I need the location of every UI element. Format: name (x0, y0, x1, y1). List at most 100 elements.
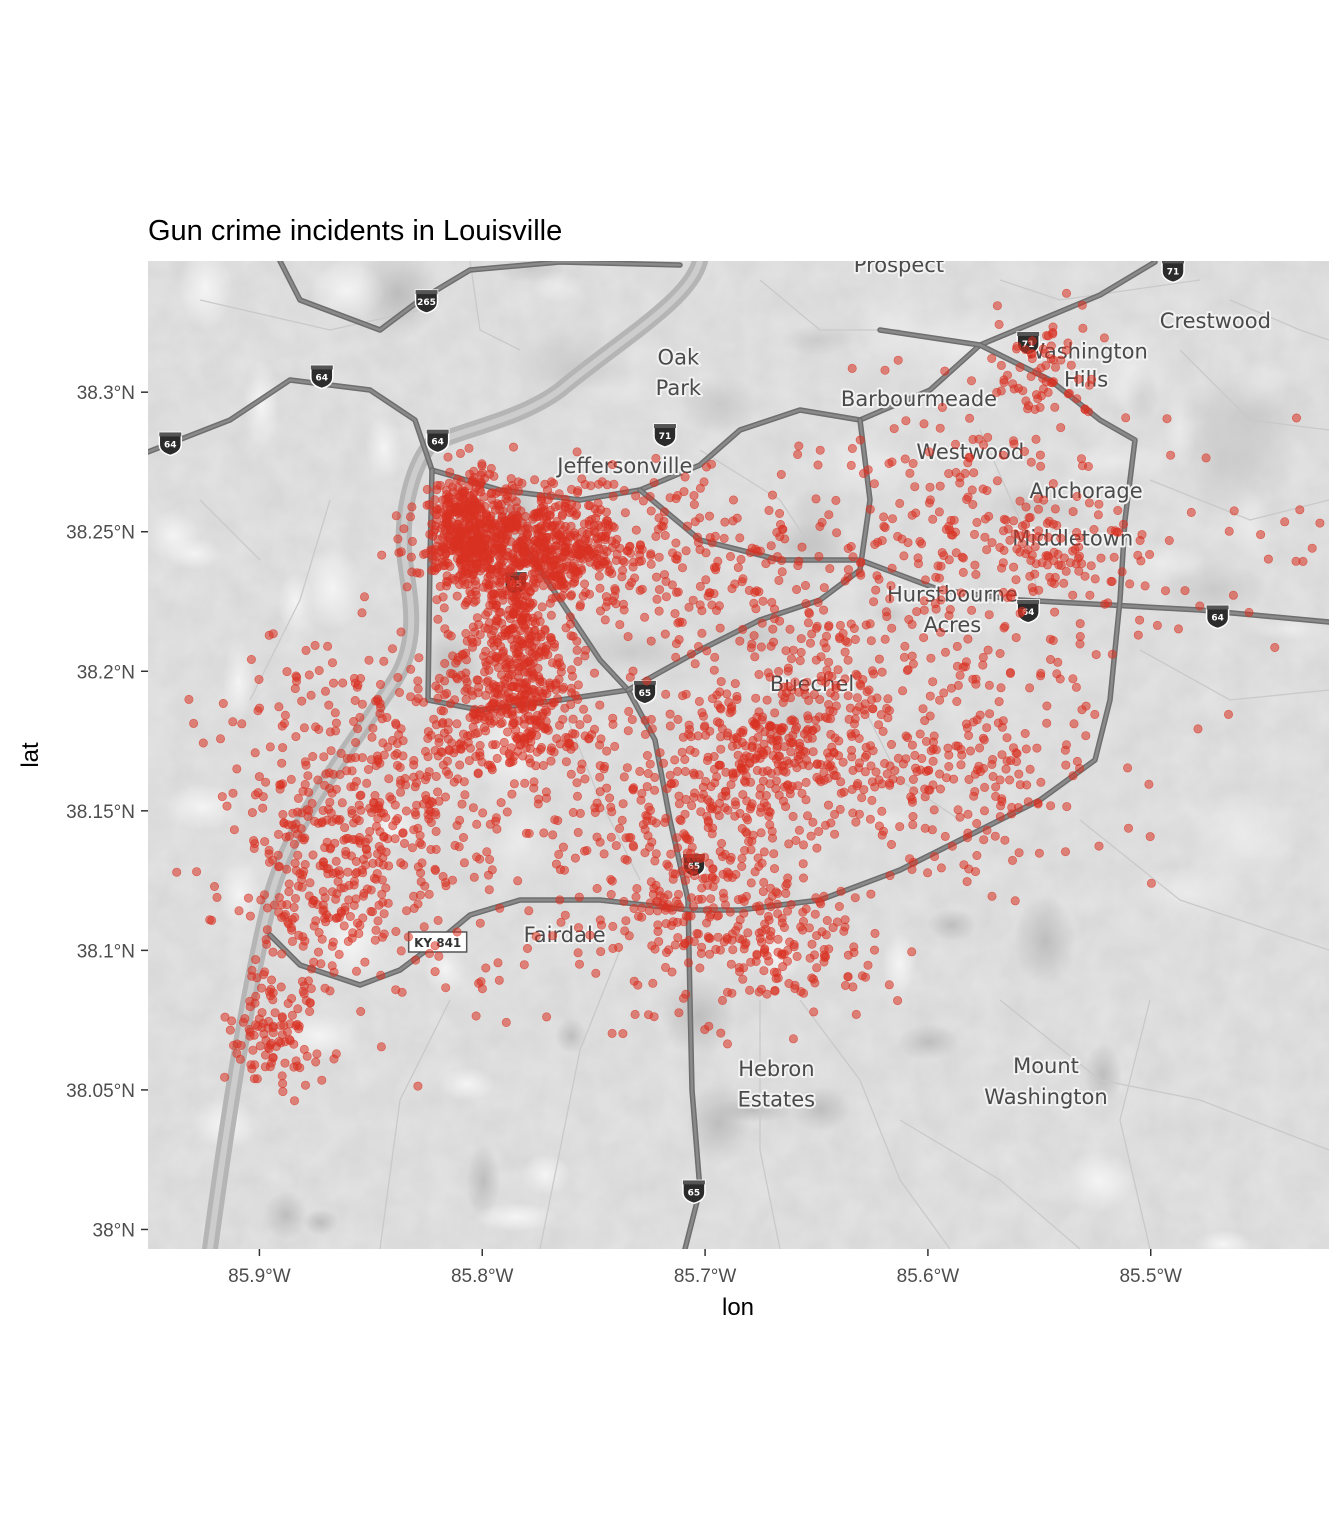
incident-point (316, 959, 326, 969)
incident-point (442, 576, 452, 586)
incident-point (843, 950, 853, 960)
terrain-relief (302, 545, 363, 632)
incident-point (289, 902, 299, 912)
incident-point (696, 948, 706, 958)
incident-point (416, 877, 426, 887)
incident-point (445, 699, 455, 709)
incident-point (443, 517, 453, 527)
incident-point (1339, 569, 1344, 577)
incident-point (667, 580, 677, 590)
incident-point (303, 771, 313, 781)
incident-point (1030, 404, 1040, 414)
incident-point (453, 652, 463, 662)
incident-point (462, 524, 472, 534)
incident-point (371, 821, 381, 831)
incident-point (1050, 402, 1060, 412)
y-tick-label: 38.25°N (66, 523, 135, 544)
incident-point (595, 761, 605, 771)
incident-point (431, 720, 441, 730)
incident-point (362, 778, 372, 788)
incident-point (236, 1040, 246, 1050)
incident-point (430, 746, 440, 756)
incident-point (675, 902, 685, 912)
incident-point (786, 899, 796, 909)
incident-point (682, 521, 692, 531)
incident-point (619, 485, 629, 495)
incident-point (730, 797, 740, 807)
incident-point (860, 972, 870, 982)
incident-point (460, 509, 470, 519)
incident-point (1050, 607, 1060, 617)
incident-point (936, 561, 946, 571)
incident-point (433, 693, 443, 703)
incident-point (556, 667, 566, 677)
incident-point (1094, 841, 1104, 851)
incident-point (397, 987, 407, 997)
incident-point (1056, 533, 1066, 543)
incident-point (290, 824, 300, 834)
incident-point (363, 764, 373, 774)
incident-point (373, 814, 383, 824)
incident-point (746, 845, 756, 855)
incident-point (1292, 413, 1302, 423)
incident-point (509, 779, 519, 789)
incident-point (529, 688, 539, 698)
incident-point (317, 934, 327, 944)
incident-point (301, 645, 311, 655)
incident-point (847, 363, 857, 373)
incident-point (917, 539, 927, 549)
incident-point (1109, 552, 1119, 562)
incident-point (925, 482, 935, 492)
incident-point (1075, 619, 1085, 629)
incident-point (823, 773, 833, 783)
incident-point (592, 883, 602, 893)
incident-point (268, 855, 278, 865)
incident-point (722, 1039, 732, 1049)
incident-point (461, 597, 471, 607)
incident-point (983, 432, 993, 442)
incident-point (1051, 362, 1061, 372)
incident-point (686, 911, 696, 921)
incident-point (1012, 341, 1022, 351)
incident-point (624, 581, 634, 591)
incident-point (436, 706, 446, 716)
incident-point (570, 853, 580, 863)
incident-point (1001, 764, 1011, 774)
incident-point (752, 712, 762, 722)
incident-point (861, 742, 871, 752)
incident-point (450, 840, 460, 850)
incident-point (1000, 835, 1010, 845)
incident-point (937, 402, 947, 412)
incident-point (644, 906, 654, 916)
incident-point (738, 766, 748, 776)
incident-point (1140, 581, 1150, 591)
incident-point (777, 726, 787, 736)
incident-point (359, 592, 369, 602)
incident-point (794, 441, 804, 451)
incident-point (738, 624, 748, 634)
incident-point (1330, 596, 1338, 604)
incident-point (401, 806, 411, 816)
incident-point (284, 831, 294, 841)
incident-point (486, 630, 496, 640)
incident-point (433, 915, 443, 925)
incident-point (527, 701, 537, 711)
incident-point (568, 565, 578, 575)
incident-point (797, 542, 807, 552)
incident-point (536, 632, 546, 642)
shield-label: 64 (1022, 608, 1035, 618)
y-tick-label: 38.15°N (66, 802, 135, 823)
incident-point (466, 686, 476, 696)
incident-point (716, 744, 726, 754)
incident-point (690, 747, 700, 757)
incident-point (610, 741, 620, 751)
incident-point (416, 868, 426, 878)
incident-point (811, 655, 821, 665)
incident-point (785, 624, 795, 634)
incident-point (395, 762, 405, 772)
incident-point (1021, 744, 1031, 754)
incident-point (393, 534, 403, 544)
incident-point (1050, 504, 1060, 514)
incident-point (463, 731, 473, 741)
incident-point (618, 565, 628, 575)
